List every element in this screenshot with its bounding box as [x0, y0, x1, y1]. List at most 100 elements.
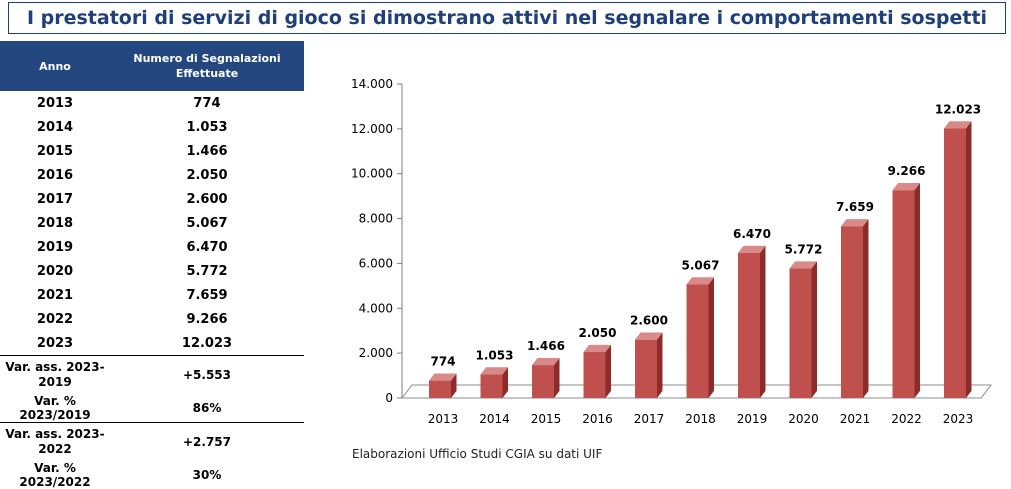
- data-label: 1.466: [527, 339, 565, 353]
- count-cell: 7.659: [186, 287, 228, 303]
- bar: [686, 284, 709, 398]
- bar-top: [429, 373, 457, 381]
- x-tick-label: 2015: [531, 412, 562, 426]
- y-tick-label: 12.000: [351, 122, 393, 136]
- count-cell: 12.023: [110, 331, 304, 356]
- bar-side: [760, 245, 766, 398]
- bar-top: [738, 245, 766, 253]
- x-tick-label: 2016: [582, 412, 613, 426]
- bar-top: [480, 367, 508, 375]
- bar: [480, 374, 503, 398]
- header-year: Anno: [0, 41, 110, 91]
- bar-side: [554, 357, 560, 398]
- summary-row: Var. ass. 2023-2022 +2.757: [0, 423, 304, 462]
- summary-row: Var. % 2023/2022 30%: [0, 461, 304, 489]
- table-row: 2020 5.772: [0, 259, 304, 283]
- data-label: 2.050: [579, 326, 617, 340]
- x-tick-label: 2022: [891, 412, 922, 426]
- page-title: I prestatori di servizi di gioco si dimo…: [26, 7, 988, 29]
- y-tick-label: 10.000: [351, 167, 393, 181]
- table-row: 2017 2.600: [0, 187, 304, 211]
- x-tick-label: 2023: [943, 412, 974, 426]
- data-label: 5.067: [682, 258, 720, 272]
- y-tick-label: 8.000: [359, 212, 393, 226]
- data-label: 7.659: [836, 200, 874, 214]
- year-cell: 2015: [36, 143, 74, 159]
- summary-label: Var. ass. 2023-2022: [5, 427, 105, 456]
- bar-top: [532, 357, 560, 366]
- x-tick-label: 2020: [788, 412, 819, 426]
- bar-top: [892, 183, 920, 191]
- source-note: Elaborazioni Ufficio Studi CGIA su dati …: [352, 447, 603, 461]
- title-box: I prestatori di servizi di gioco si dimo…: [8, 2, 1006, 34]
- bar: [635, 339, 657, 398]
- summary-label: Var. % 2023/2019: [0, 394, 110, 423]
- x-tick-label: 2018: [685, 412, 716, 426]
- header-count-label: Numero di Segnalazioni Effettuate: [133, 52, 281, 80]
- bar-side: [966, 121, 972, 398]
- table-row: 2021 7.659: [0, 283, 304, 307]
- count-cell: 6.470: [186, 239, 228, 255]
- y-tick-label: 2.000: [359, 346, 393, 360]
- data-table: Anno Numero di Segnalazioni Effettuate 2…: [0, 41, 304, 489]
- bar-side: [657, 332, 663, 398]
- summary-value: 86%: [110, 394, 304, 423]
- year-cell: 2021: [36, 287, 74, 303]
- bar-side: [451, 373, 457, 398]
- x-tick-label: 2019: [737, 412, 768, 426]
- summary-value: +2.757: [182, 434, 231, 449]
- bar-side: [811, 261, 817, 398]
- year-cell: 2022: [36, 311, 74, 327]
- summary-label: Var. % 2023/2022: [19, 461, 91, 489]
- bar: [789, 268, 812, 398]
- year-cell: 2017: [36, 191, 74, 207]
- data-label: 5.772: [785, 243, 823, 257]
- summary-value: +5.553: [182, 367, 231, 382]
- year-cell: 2019: [36, 239, 74, 255]
- summary-label: Var. ass. 2023-2019: [5, 360, 105, 389]
- data-label: 9.266: [888, 164, 926, 178]
- bar-side: [605, 344, 611, 398]
- x-tick-label: 2013: [428, 412, 459, 426]
- bar-top: [841, 219, 869, 227]
- summary-value: 30%: [192, 468, 222, 482]
- bar-side: [708, 277, 714, 398]
- bar-top: [944, 121, 972, 129]
- year-cell: 2018: [36, 215, 74, 231]
- table-row: 2016 2.050: [0, 163, 304, 187]
- count-cell: 5.772: [186, 263, 228, 279]
- data-label: 774: [430, 355, 455, 369]
- y-tick-label: 14.000: [351, 77, 393, 91]
- bar-side: [863, 219, 869, 398]
- bar: [944, 128, 966, 398]
- year-cell: 2020: [36, 263, 74, 279]
- bar-chart: 0 2.000 4.000 6.000 8.000 10.000 12.000 14.000 7…: [351, 77, 993, 426]
- bar: [738, 252, 760, 398]
- count-cell: 1.466: [186, 143, 228, 159]
- summary-row: Var. % 2023/2019 86%: [0, 394, 304, 423]
- count-cell: 774: [193, 95, 221, 111]
- count-cell: 5.067: [186, 215, 228, 231]
- data-label: 1.053: [476, 348, 514, 362]
- table-row: 2015 1.466: [0, 139, 304, 163]
- bar-top: [583, 344, 611, 353]
- bar-side: [502, 367, 508, 398]
- data-label: 2.600: [630, 314, 668, 328]
- bar: [841, 226, 863, 398]
- data-label: 12.023: [935, 102, 981, 116]
- bar-top: [686, 277, 714, 285]
- year-cell: 2023: [0, 331, 110, 356]
- year-cell: 2014: [36, 119, 74, 135]
- table-row: 2019 6.470: [0, 235, 304, 259]
- year-cell: 2016: [36, 167, 74, 183]
- table-row: 2022 9.266: [0, 307, 304, 331]
- header-count: Numero di Segnalazioni Effettuate: [110, 41, 304, 91]
- bar-side: [914, 183, 920, 398]
- bar: [583, 352, 606, 398]
- bar: [429, 380, 451, 398]
- table-row: 2018 5.067: [0, 211, 304, 235]
- count-cell: 9.266: [186, 311, 228, 327]
- count-cell: 1.053: [186, 119, 228, 135]
- count-cell: 2.600: [186, 191, 228, 207]
- y-tick-label: 6.000: [359, 256, 393, 270]
